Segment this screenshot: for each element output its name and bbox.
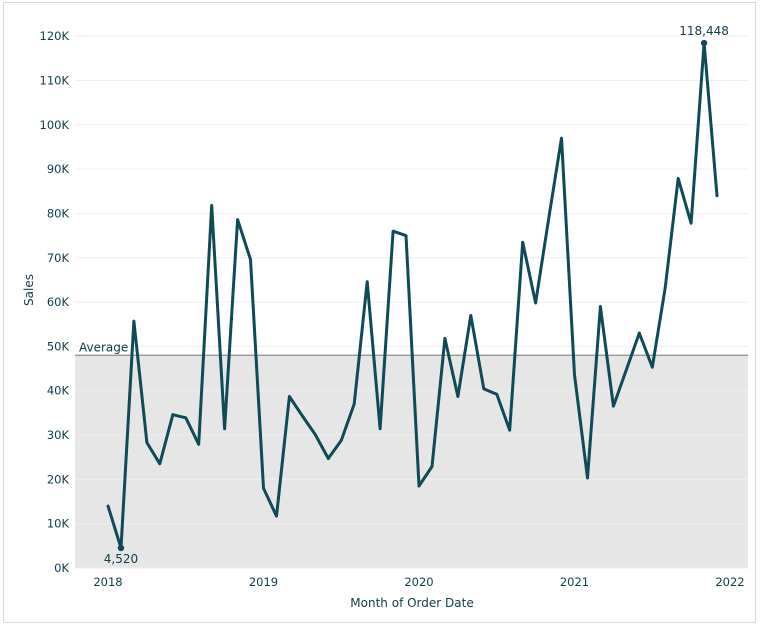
x-tick-label: 2019 — [249, 575, 278, 589]
gridlines — [75, 35, 748, 569]
y-tick-label: 0K — [54, 561, 69, 575]
annotations: 4,520 118,448 — [104, 24, 729, 566]
x-tick-label: 2022 — [715, 575, 744, 589]
y-tick-label: 10K — [47, 517, 70, 531]
y-tick-label: 50K — [47, 339, 70, 353]
x-axis-title: Month of Order Date — [350, 596, 473, 610]
max-label: 118,448 — [679, 24, 729, 38]
min-label: 4,520 — [104, 552, 138, 566]
y-axis-ticks: 0K 10K 20K 30K 40K 50K 60K 70K 80K 90K 100K 110K 120… — [40, 29, 70, 575]
max-point — [700, 39, 708, 47]
y-tick-label: 90K — [47, 162, 70, 176]
chart-frame — [3, 2, 756, 623]
x-axis-ticks: 2018 2019 2020 2021 2022 — [93, 575, 744, 589]
y-tick-label: 70K — [47, 251, 70, 265]
y-tick-label: 120K — [40, 29, 70, 43]
below-average-band — [75, 355, 748, 568]
x-tick-label: 2020 — [404, 575, 433, 589]
y-axis-title: Sales — [22, 274, 36, 306]
below-average-band-layer — [75, 355, 748, 568]
y-tick-label: 110K — [40, 73, 70, 87]
sales-line — [106, 41, 719, 550]
y-tick-label: 80K — [47, 206, 70, 220]
average-label: Average — [79, 340, 128, 354]
min-point — [117, 544, 125, 552]
y-tick-label: 60K — [47, 295, 70, 309]
y-tick-label: 100K — [40, 118, 70, 132]
x-tick-label: 2018 — [93, 575, 122, 589]
y-tick-label: 30K — [47, 428, 70, 442]
sales-series — [106, 41, 719, 550]
y-tick-label: 20K — [47, 472, 70, 486]
y-tick-label: 40K — [47, 384, 70, 398]
x-tick-label: 2021 — [560, 575, 589, 589]
